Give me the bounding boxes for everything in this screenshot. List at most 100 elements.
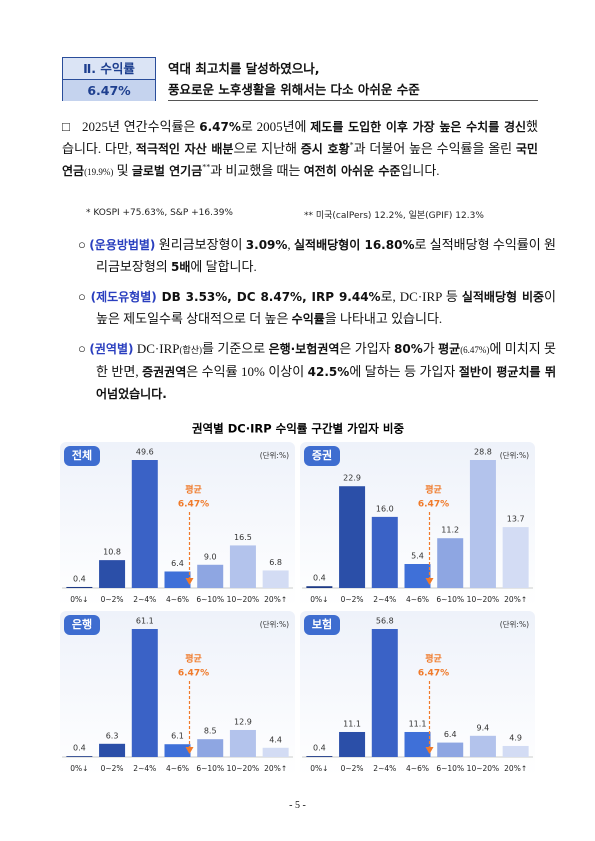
bar — [229, 545, 256, 588]
category-label: 4~6% — [406, 595, 429, 604]
text-run: (운용방법별) — [89, 238, 156, 252]
arrow-head — [185, 747, 194, 754]
bar — [502, 745, 529, 757]
bullet: ○ (운용방법별) 원리금보장형이 3.09%, 실적배당형이 16.80%로 … — [78, 234, 556, 278]
text-run: 3.09% — [245, 238, 288, 252]
bullet: ○ (제도유형별) DB 3.53%, DC 8.47%, IRP 9.44%로… — [78, 286, 556, 330]
bar — [339, 731, 366, 757]
text-run: 을 나타내고 있습니다. — [324, 311, 443, 326]
text-run: □ — [62, 119, 70, 134]
category-label: 10~20% — [467, 764, 500, 773]
value-label: 4.9 — [509, 733, 522, 742]
category-label: 2~4% — [133, 595, 156, 604]
arrow-head — [425, 578, 434, 585]
text-run: 절반이 평균치를 뛰어넘었습니다. — [96, 365, 556, 401]
bar — [197, 739, 224, 757]
value-label: 4.4 — [269, 735, 282, 744]
value-label: 13.7 — [507, 515, 525, 524]
section-box: Ⅱ. 수익률 6.47% — [62, 57, 156, 101]
text-run: 은 수익률 10% 이상이 — [186, 364, 308, 379]
text-run: 원리금보장형이 — [155, 237, 246, 252]
category-label: 4~6% — [166, 764, 189, 773]
text-run: 국민연금 — [62, 142, 538, 178]
category-label: 0%↓ — [310, 595, 328, 604]
value-label: 56.8 — [376, 617, 394, 626]
text-run: 입니다. — [400, 163, 440, 178]
category-label: 20%↑ — [504, 764, 527, 773]
bar — [437, 538, 464, 588]
value-label: 0.4 — [73, 574, 86, 583]
value-label: 0.4 — [73, 744, 86, 753]
category-label: 0~2% — [101, 595, 124, 604]
category-label: 2~4% — [373, 764, 396, 773]
section-label: Ⅱ. 수익률 — [63, 58, 155, 80]
value-label: 49.6 — [136, 448, 154, 457]
text-run: (제도유형별) — [90, 290, 157, 304]
unit: (단위:%) — [260, 450, 289, 460]
value-label: 11.1 — [343, 719, 361, 728]
text-run: 실적배당형이 16.80% — [294, 238, 415, 252]
category-label: 6~10% — [436, 595, 464, 604]
text-run: 은행·보험권역 — [268, 342, 340, 356]
bar — [131, 629, 158, 757]
category-label: 2~4% — [133, 764, 156, 773]
text-run: 80% — [394, 342, 423, 356]
section-title: 역대 최고치를 달성하였으나, 풍요로운 노후생활을 위해서는 다소 아쉬운 수… — [168, 58, 538, 101]
value-label: 0.4 — [313, 744, 326, 753]
text-run: 실적배당형 비중 — [461, 290, 545, 304]
category-label: 20%↑ — [264, 595, 287, 604]
text-run: 에 달합니다. — [190, 259, 257, 274]
panel-label-bg — [64, 615, 100, 635]
value-label: 6.1 — [171, 732, 184, 741]
bar — [306, 586, 333, 588]
annotation: 평균 — [425, 484, 442, 496]
category-label: 6~10% — [196, 764, 224, 773]
bar — [262, 747, 289, 757]
page-number: - 5 - — [289, 800, 306, 811]
category-label: 10~20% — [227, 764, 260, 773]
text-run: 으로 지난해 — [233, 141, 301, 156]
charts-title: 권역별 DC·IRP 수익률 구간별 가입자 비중 — [192, 422, 404, 436]
annotation: 6.47% — [178, 500, 209, 510]
bar — [164, 571, 191, 588]
text-run: 를 기준으로 — [202, 341, 269, 356]
category-label: 0%↓ — [70, 764, 88, 773]
bar — [131, 460, 158, 588]
bar — [99, 743, 126, 757]
text-run: 여전히 아쉬운 수준 — [303, 164, 401, 178]
bar — [404, 564, 431, 588]
text-run: 평균 — [438, 342, 461, 356]
panel-label: 증권 — [312, 449, 332, 462]
annotation: 평균 — [185, 484, 202, 496]
category-label: 6~10% — [196, 595, 224, 604]
footnote: * KOSPI +75.63%, S&P +16.39% — [86, 208, 233, 218]
text-run: * — [349, 140, 354, 150]
text-run: (6.47%) — [460, 345, 490, 355]
value-label: 6.8 — [269, 558, 282, 567]
bar — [66, 756, 93, 757]
panel-label: 은행 — [72, 617, 92, 631]
text-run: 2025년 연간수익률은 — [82, 119, 200, 134]
category-label: 4~6% — [406, 764, 429, 773]
value-label: 16.5 — [234, 533, 252, 542]
value-label: 8.5 — [204, 727, 217, 736]
text-run: ○ — [78, 289, 87, 304]
category-label: 0~2% — [341, 764, 364, 773]
annotation: 6.47% — [418, 669, 449, 679]
bar — [371, 516, 398, 588]
unit: (단위:%) — [260, 619, 289, 629]
bar — [262, 570, 289, 588]
value-label: 10.8 — [103, 548, 121, 557]
category-label: 20%↑ — [264, 764, 287, 773]
unit: (단위:%) — [500, 450, 529, 460]
value-label: 28.8 — [474, 448, 492, 457]
category-label: 10~20% — [467, 595, 500, 604]
panel-label-bg — [64, 446, 100, 466]
value-label: 6.4 — [444, 730, 457, 739]
text-run: 과 비교했을 때는 — [210, 163, 304, 178]
category-label: 20%↑ — [504, 595, 527, 604]
bar — [229, 729, 256, 757]
annotation: 6.47% — [178, 669, 209, 679]
category-label: 0%↓ — [70, 595, 88, 604]
